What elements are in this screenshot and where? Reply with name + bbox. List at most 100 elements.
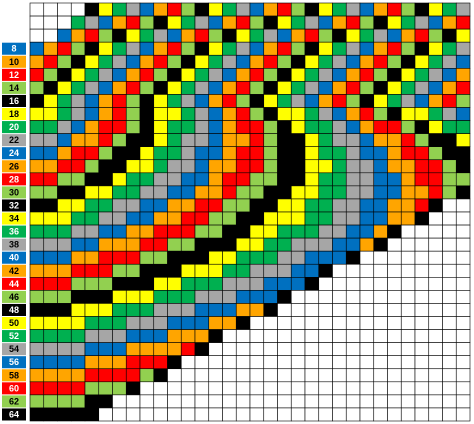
cell — [290, 41, 306, 56]
cell — [318, 2, 333, 17]
row-label-cell — [2, 238, 26, 251]
cell — [180, 407, 196, 422]
cell — [263, 237, 278, 252]
cell — [263, 277, 278, 291]
cell — [345, 133, 361, 147]
cell — [57, 81, 72, 95]
cell — [153, 290, 168, 304]
cell — [373, 250, 388, 265]
cell — [29, 15, 45, 30]
cell — [70, 237, 86, 252]
cell — [84, 28, 100, 43]
cell — [57, 172, 72, 187]
cell — [84, 407, 100, 422]
cell — [180, 107, 196, 121]
cell — [277, 172, 292, 187]
cell — [263, 250, 278, 265]
cell — [57, 211, 72, 226]
cell — [290, 316, 306, 330]
row-label: 10 — [9, 57, 19, 67]
cell — [98, 107, 113, 121]
cell — [70, 355, 86, 370]
cell — [84, 68, 100, 82]
cell — [153, 250, 168, 265]
cell — [455, 250, 471, 265]
cell — [304, 211, 320, 226]
cell — [249, 394, 265, 409]
cell — [263, 407, 278, 422]
cell — [249, 185, 265, 200]
cell — [249, 381, 265, 396]
row-label-cell — [2, 186, 26, 199]
cell — [428, 94, 443, 108]
cell — [125, 394, 141, 409]
cell — [455, 290, 471, 304]
cell — [235, 303, 251, 317]
cell — [29, 263, 45, 278]
cell — [304, 394, 320, 409]
cell — [180, 237, 196, 252]
cell — [70, 381, 86, 396]
cell — [400, 342, 416, 356]
cell — [153, 81, 168, 95]
row-label: 28 — [9, 174, 19, 184]
cell — [57, 146, 72, 161]
cell — [222, 54, 237, 69]
cell — [428, 407, 443, 422]
cell — [400, 316, 416, 330]
cell — [167, 2, 182, 17]
cell — [332, 28, 347, 43]
cell — [98, 316, 113, 330]
cell — [112, 159, 127, 174]
cell — [332, 342, 347, 356]
cell — [359, 41, 375, 56]
cell — [359, 211, 375, 226]
cell — [332, 2, 347, 17]
cell — [290, 290, 306, 304]
cell — [29, 28, 45, 43]
cell — [139, 54, 155, 69]
cell — [125, 290, 141, 304]
cell — [400, 146, 416, 161]
cell — [125, 211, 141, 226]
row-label: 38 — [9, 240, 19, 250]
cell — [249, 407, 265, 422]
cell — [208, 381, 223, 396]
cell — [43, 303, 58, 317]
cell — [43, 355, 58, 370]
cell — [180, 394, 196, 409]
cell — [167, 355, 182, 370]
cell — [332, 277, 347, 291]
cell — [277, 2, 292, 17]
cell — [112, 54, 127, 69]
cell — [167, 68, 182, 82]
cell — [400, 81, 416, 95]
cell — [332, 368, 347, 383]
cell — [139, 394, 155, 409]
cell — [70, 120, 86, 134]
cell — [455, 198, 471, 213]
cell — [139, 316, 155, 330]
cell — [29, 355, 45, 370]
cell — [112, 277, 127, 291]
cell — [98, 54, 113, 69]
cell — [400, 198, 416, 213]
cell — [455, 15, 471, 30]
cell — [455, 94, 471, 108]
cell — [400, 224, 416, 239]
cell — [400, 329, 416, 343]
cell — [222, 290, 237, 304]
cell — [125, 54, 141, 69]
cell — [263, 355, 278, 370]
cell — [112, 407, 127, 422]
cell — [98, 407, 113, 422]
cell — [84, 381, 100, 396]
cell — [442, 316, 457, 330]
cell — [84, 133, 100, 147]
cell — [235, 237, 251, 252]
cell — [194, 407, 210, 422]
cell — [277, 303, 292, 317]
cell — [29, 68, 45, 82]
cell — [98, 368, 113, 383]
cell — [222, 316, 237, 330]
